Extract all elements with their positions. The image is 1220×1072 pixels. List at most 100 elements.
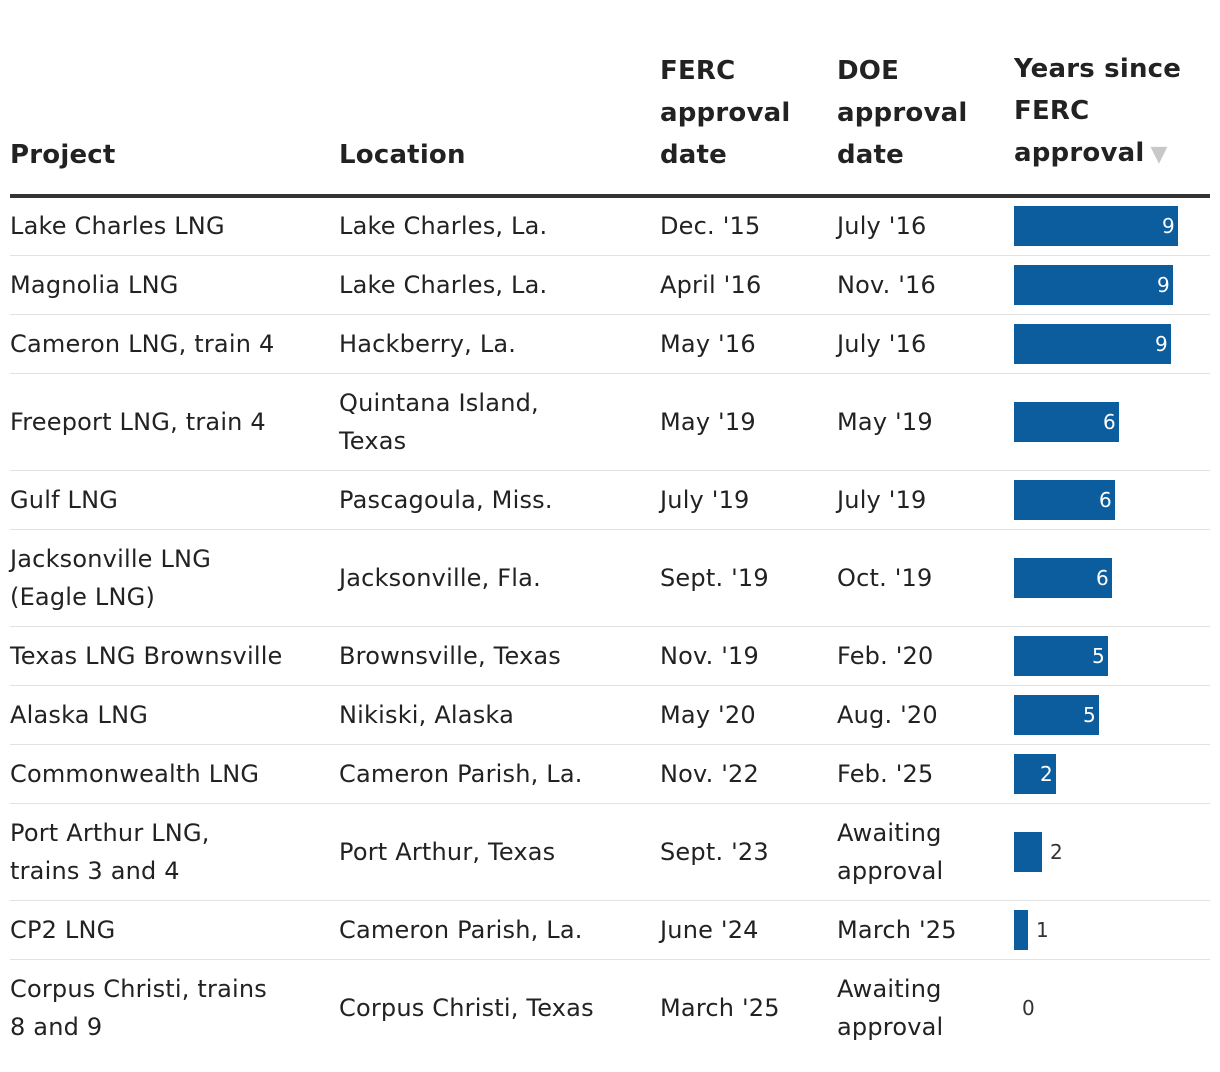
cell-doe-date: Feb. '25 [837,744,1014,804]
cell-project: Cameron LNG, train 4 [10,314,339,374]
years-value-label: 1 [1036,917,1049,942]
cell-doe-date: Feb. '20 [837,626,1014,686]
header-ferc-line: FERC [660,56,736,86]
cell-ferc-date: Nov. '22 [660,744,837,804]
doe-date: March '25 [837,915,957,944]
table-row: Cameron LNG, train 4 Hackberry, La. May '1… [10,314,1210,374]
sort-descending-icon[interactable]: ▼ [1150,142,1168,167]
bar-track: 2 [1014,831,1210,872]
bar-track: 6 [1014,479,1210,520]
years-bar [1014,557,1112,598]
cell-project: Port Arthur LNG, trains 3 and 4 [10,803,339,901]
location-name: Brownsville, Texas [339,641,562,670]
years-value-label: 6 [1096,565,1109,590]
doe-date: Feb. '20 [837,641,934,670]
cell-project: Freeport LNG, train 4 [10,373,339,471]
years-value-label: 2 [1050,839,1063,864]
years-value-label: 2 [1040,761,1053,786]
cell-ferc-date: April '16 [660,255,837,315]
years-value-label: 6 [1103,409,1116,434]
doe-date: May '19 [837,407,933,436]
years-bar [1014,753,1056,794]
doe-date: Nov. '16 [837,270,936,299]
cell-years-since: 1 [1014,900,1210,960]
project-name: Alaska LNG [10,700,149,729]
header-location[interactable]: Location [339,48,660,196]
location-name: Nikiski, Alaska [339,700,514,729]
location-name: Hackberry, La. [339,329,517,358]
cell-years-since: 6 [1014,529,1210,627]
location-name: Port Arthur, Texas [339,837,556,866]
cell-project: Gulf LNG [10,470,339,530]
bar-track: 5 [1014,635,1210,676]
header-ferc-date[interactable]: FERC approval date [660,48,837,196]
location-name: Pascagoula, Miss. [339,485,553,514]
cell-doe-date: Aug. '20 [837,685,1014,745]
bar-track: 0 [1014,988,1210,1028]
bar-track: 9 [1014,206,1210,247]
cell-location: Pascagoula, Miss. [339,470,660,530]
doe-date: approval [837,856,944,885]
header-project-label: Project [10,140,116,170]
cell-years-since: 9 [1014,255,1210,315]
cell-doe-date: July '16 [837,314,1014,374]
table-row: Jacksonville LNG (Eagle LNG) Jacksonville,… [10,529,1210,627]
location-name: Jacksonville, Fla. [339,563,541,592]
cell-ferc-date: Sept. '19 [660,529,837,627]
cell-project: Commonwealth LNG [10,744,339,804]
cell-project: CP2 LNG [10,900,339,960]
bar-track: 5 [1014,694,1210,735]
bar-track: 2 [1014,753,1210,794]
header-ferc-line: date [660,140,728,170]
cell-location: Port Arthur, Texas [339,803,660,901]
cell-ferc-date: May '20 [660,685,837,745]
location-name: Corpus Christi, Texas [339,993,594,1022]
project-name: Jacksonville LNG [10,544,212,573]
bar-track: 9 [1014,323,1210,364]
cell-doe-date: Awaiting approval [837,959,1014,1056]
location-name: Texas [339,426,407,455]
cell-years-since: 6 [1014,470,1210,530]
cell-years-since: 9 [1014,314,1210,374]
header-doe-date[interactable]: DOE approval date [837,48,1014,196]
cell-doe-date: Oct. '19 [837,529,1014,627]
years-bar [1014,479,1115,520]
ferc-date: July '19 [660,485,750,514]
location-name: Quintana Island, [339,388,539,417]
years-bar [1014,694,1099,735]
years-bar [1014,909,1028,950]
ferc-date: June '24 [660,915,759,944]
bar-track: 9 [1014,264,1210,305]
cell-location: Jacksonville, Fla. [339,529,660,627]
cell-doe-date: July '19 [837,470,1014,530]
years-bar [1014,401,1119,442]
header-doe-line: DOE [837,56,900,86]
cell-ferc-date: March '25 [660,959,837,1056]
project-name: Texas LNG Brownsville [10,641,283,670]
ferc-date: April '16 [660,270,762,299]
cell-ferc-date: Nov. '19 [660,626,837,686]
cell-location: Cameron Parish, La. [339,744,660,804]
location-name: Lake Charles, La. [339,270,548,299]
years-bar [1014,206,1178,247]
years-value-label: 9 [1155,331,1168,356]
cell-doe-date: May '19 [837,373,1014,471]
cell-location: Cameron Parish, La. [339,900,660,960]
ferc-date: May '16 [660,329,756,358]
project-name: Gulf LNG [10,485,119,514]
cell-location: Hackberry, La. [339,314,660,374]
cell-location: Lake Charles, La. [339,255,660,315]
header-years-since[interactable]: Years since FERC approval ▼ [1014,48,1210,196]
years-bar [1014,635,1108,676]
bar-track: 6 [1014,557,1210,598]
doe-date: Awaiting [837,974,942,1003]
cell-doe-date: March '25 [837,900,1014,960]
header-ferc-line: approval [660,98,791,128]
cell-location: Corpus Christi, Texas [339,959,660,1056]
cell-location: Brownsville, Texas [339,626,660,686]
project-name: Corpus Christi, trains [10,974,267,1003]
header-project[interactable]: Project [10,48,339,196]
ferc-date: Sept. '23 [660,837,769,866]
project-name: Cameron LNG, train 4 [10,329,275,358]
cell-doe-date: Awaiting approval [837,803,1014,901]
